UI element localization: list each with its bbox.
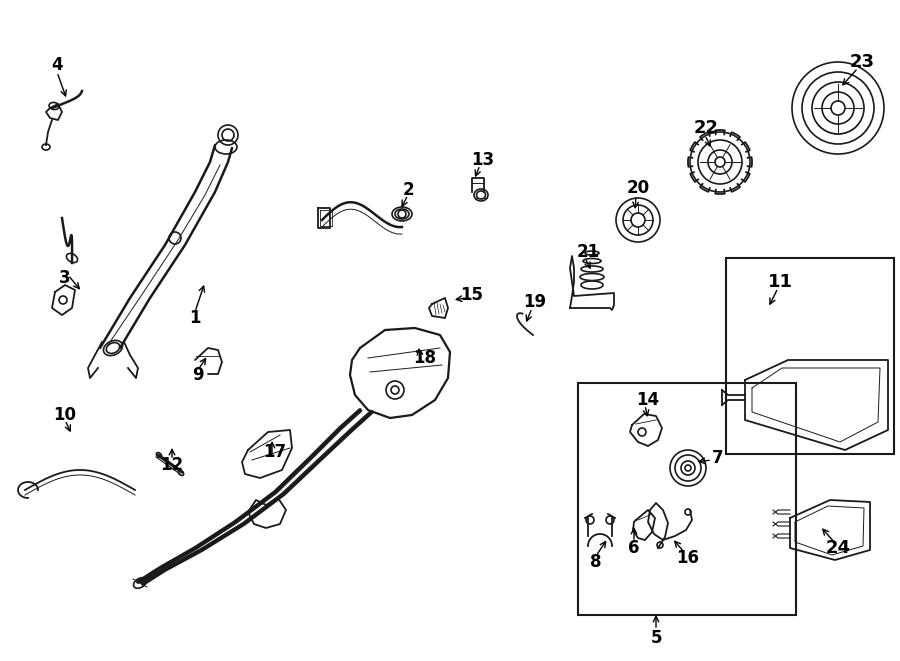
Text: 1: 1 (189, 309, 201, 327)
Text: 16: 16 (677, 549, 699, 567)
Text: 13: 13 (472, 151, 495, 169)
Text: 19: 19 (524, 293, 546, 311)
Text: 7: 7 (712, 449, 724, 467)
Text: 11: 11 (768, 273, 793, 291)
Text: 20: 20 (626, 179, 650, 197)
Text: 12: 12 (160, 456, 184, 474)
Text: 15: 15 (461, 286, 483, 304)
Bar (726, 258, 894, 454)
Text: 23: 23 (850, 53, 875, 71)
Text: 22: 22 (694, 119, 718, 137)
Text: 24: 24 (825, 539, 850, 557)
Text: 18: 18 (413, 349, 436, 367)
Text: 8: 8 (590, 553, 602, 571)
Text: 3: 3 (59, 269, 71, 287)
Text: 10: 10 (53, 406, 76, 424)
Text: 6: 6 (628, 539, 640, 557)
Text: 5: 5 (650, 629, 662, 647)
Text: 9: 9 (193, 366, 203, 384)
Text: 17: 17 (264, 443, 286, 461)
Bar (578, 383, 796, 615)
Text: 14: 14 (636, 391, 660, 409)
Text: 2: 2 (402, 181, 414, 199)
Text: 4: 4 (51, 56, 63, 74)
Text: 21: 21 (576, 243, 599, 261)
